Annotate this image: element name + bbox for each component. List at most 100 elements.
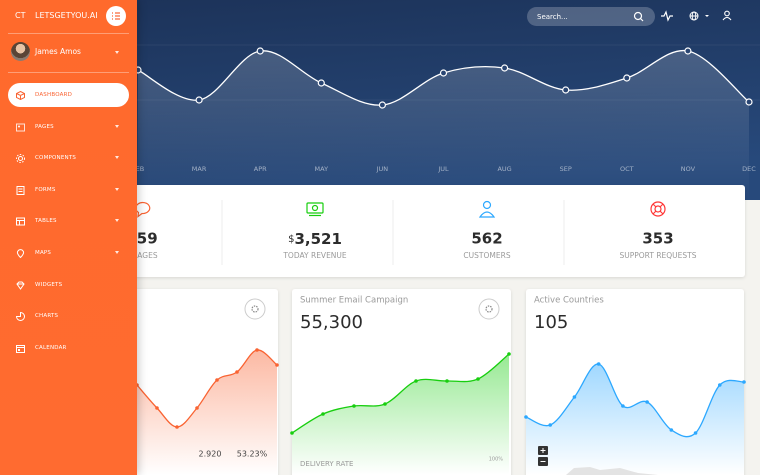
menu-label: WIDGETS	[35, 282, 63, 288]
zoom-out[interactable]	[538, 457, 548, 466]
menu-item[interactable]: COMPONENTS	[8, 146, 129, 170]
card-footer: 100%	[489, 457, 504, 463]
logo-short[interactable]: CT	[15, 11, 26, 20]
stat-value: $3,521	[288, 230, 342, 248]
menu-item[interactable]: MAPS	[8, 241, 129, 265]
menu-label: COMPONENTS	[35, 155, 77, 161]
search-box[interactable]	[527, 7, 655, 26]
user-name[interactable]: James Amos	[35, 47, 81, 56]
point	[562, 86, 570, 94]
menu-item[interactable]: TABLES	[8, 209, 129, 233]
x-tick-label: OCT	[620, 165, 634, 173]
toggle-icon	[112, 12, 120, 20]
point	[572, 395, 577, 399]
point	[501, 64, 509, 72]
activity-icon[interactable]	[661, 10, 673, 22]
menu-icon	[16, 90, 25, 100]
menu-label: CALENDAR	[35, 345, 67, 351]
point	[275, 363, 279, 367]
menu-icon	[16, 153, 25, 163]
x-tick-label: NOV	[681, 165, 696, 173]
header-chart: FEB MAR APR MAY JUN JUL AUG SEP OCT NOV DEC	[132, 47, 756, 201]
card-footer: 53.23%	[237, 450, 268, 459]
zoom-in[interactable]	[538, 446, 548, 455]
card-title: Active Countries	[534, 296, 604, 306]
menu-item[interactable]: CHARTS	[8, 304, 129, 328]
logo-text[interactable]: LETSGETYOU.AI	[35, 11, 98, 20]
x-tick-label: SEP	[560, 165, 572, 173]
menu-icon	[16, 123, 25, 131]
settings-button[interactable]	[244, 298, 266, 320]
stat-currency: $	[288, 234, 294, 245]
point	[317, 79, 325, 87]
point	[352, 404, 356, 408]
area	[138, 50, 749, 201]
menu-icon	[16, 344, 25, 353]
revenue-icon	[306, 202, 324, 217]
search-icon[interactable]	[633, 11, 644, 22]
x-tick-label: FEB	[132, 165, 144, 173]
point	[195, 406, 199, 410]
menu-item[interactable]: DASHBOARD	[8, 83, 129, 107]
caret	[115, 156, 119, 159]
point	[745, 98, 753, 106]
caret	[115, 125, 119, 128]
point	[669, 428, 674, 432]
card-value: 55,300	[300, 312, 363, 333]
menu-label: PAGES	[35, 124, 54, 130]
line	[136, 349, 278, 428]
point	[524, 415, 528, 419]
user-icon[interactable]	[722, 10, 732, 21]
sidebar: CT LETSGETYOU.AI James Amos DASHBOARD PA…	[0, 0, 137, 475]
point	[742, 380, 746, 384]
x-tick-label: DEC	[742, 165, 756, 173]
menu-item[interactable]: PAGES	[8, 115, 129, 139]
x-tick-label: AUG	[497, 165, 511, 173]
stat-label: TODAY REVENUE	[282, 251, 347, 260]
globe-caret[interactable]	[705, 15, 709, 17]
stat-label: MESSAGES	[116, 251, 157, 260]
x-tick-label: MAR	[192, 165, 207, 173]
settings-button[interactable]	[478, 298, 500, 320]
menu-toggle[interactable]	[106, 6, 126, 26]
x-tick-label: JUL	[437, 165, 449, 173]
point	[321, 412, 325, 416]
search-placeholder: Search...	[537, 13, 568, 21]
map-land	[566, 467, 658, 475]
menu-icon	[16, 217, 25, 225]
point	[215, 378, 219, 382]
menu-label: CHARTS	[35, 313, 59, 319]
point	[596, 362, 601, 366]
x-tick-label: MAY	[315, 165, 329, 173]
card-title: Summer Email Campaign	[300, 296, 408, 306]
point	[414, 379, 418, 383]
x-tick-label: APR	[254, 165, 267, 173]
menu-item[interactable]: CALENDAR	[8, 336, 129, 360]
point	[548, 423, 553, 427]
point	[717, 383, 722, 387]
globe-icon[interactable]	[689, 11, 699, 21]
menu-item[interactable]: FORMS	[8, 178, 129, 202]
card-footer: 2.920	[199, 450, 222, 459]
caret	[115, 188, 119, 191]
menu-item[interactable]: WIDGETS	[8, 273, 129, 297]
card-footer: DELIVERY RATE	[300, 460, 353, 468]
point	[476, 377, 480, 381]
point	[621, 404, 625, 408]
area	[292, 354, 509, 475]
stat-label: CUSTOMERS	[463, 251, 510, 260]
area	[137, 349, 277, 475]
menu-icon	[16, 311, 25, 321]
customers-icon	[478, 200, 496, 218]
point	[645, 400, 649, 404]
point	[623, 74, 631, 82]
divider	[8, 72, 129, 73]
support-icon	[650, 201, 666, 217]
stat-value: 353	[642, 230, 673, 248]
point	[256, 47, 264, 55]
point	[195, 96, 203, 104]
menu-label: FORMS	[35, 187, 56, 193]
avatar[interactable]	[11, 42, 30, 61]
